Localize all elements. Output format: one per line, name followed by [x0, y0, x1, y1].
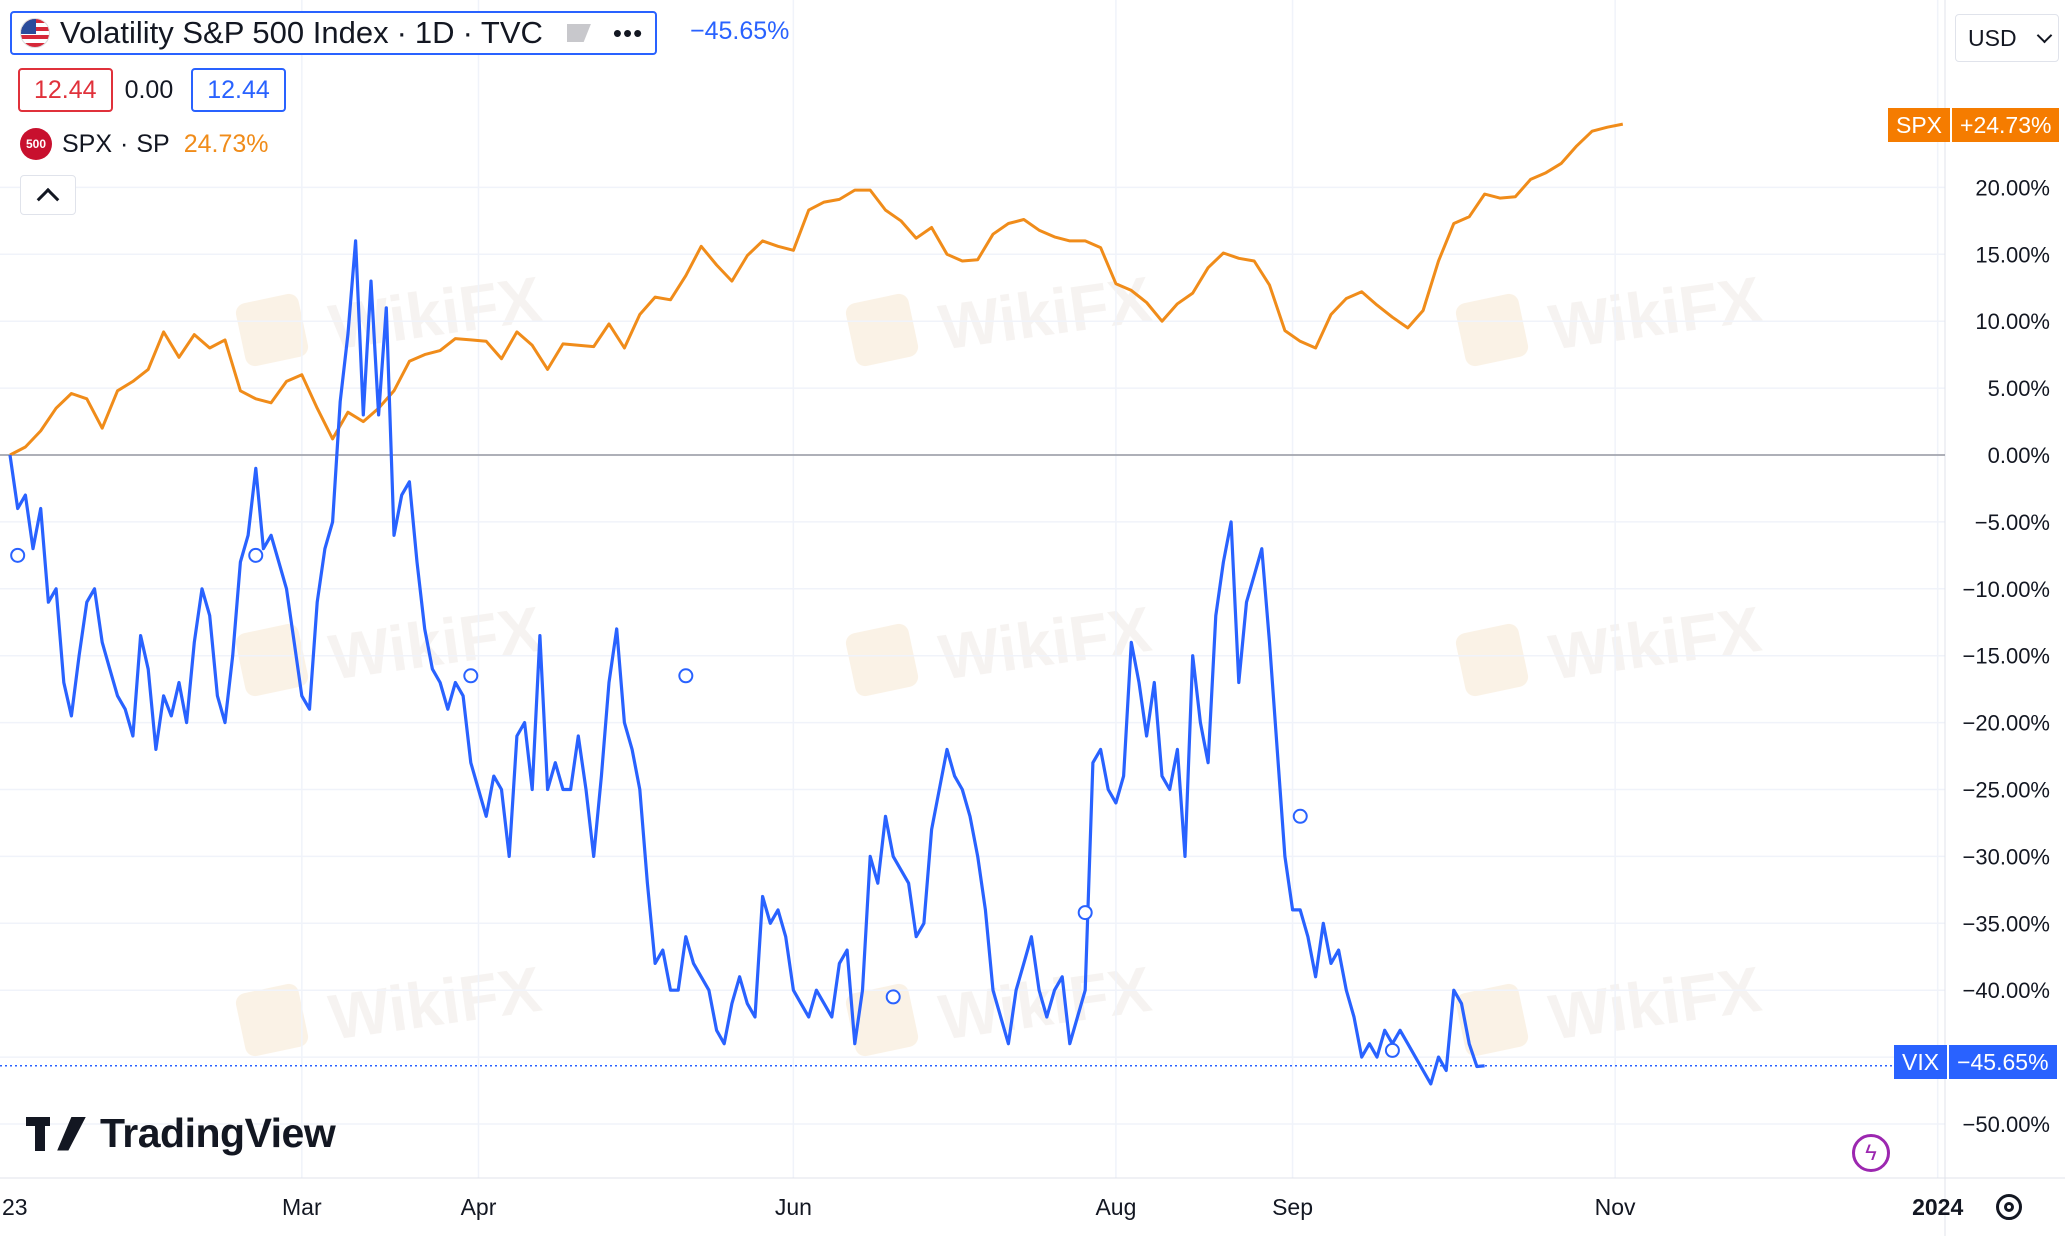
- y-tick-label: −20.00%: [1963, 711, 2050, 736]
- ohlc-values: 12.44 0.00 12.44: [18, 68, 286, 112]
- watermark: WikiFX: [1455, 263, 1766, 367]
- x-tick-label: 23: [2, 1194, 28, 1220]
- y-tick-label: −25.00%: [1963, 778, 2050, 803]
- chevron-up-icon: [36, 187, 60, 211]
- currency-label: USD: [1968, 24, 2017, 51]
- y-tick-label: −35.00%: [1963, 911, 2050, 936]
- y-tick-label: 10.00%: [1975, 309, 2050, 334]
- symbol-interval: 1D: [414, 15, 455, 50]
- bid-value[interactable]: 12.44: [18, 68, 113, 112]
- watermark: WikiFX: [235, 263, 546, 367]
- x-axis: 23 Mar Apr Jun Aug Sep Nov 2024: [2, 1194, 1963, 1220]
- y-tick-label: 5.00%: [1988, 376, 2050, 401]
- compare-symbol: SPX: [62, 129, 113, 158]
- more-options-icon[interactable]: •••: [612, 18, 644, 48]
- y-tick-label: −10.00%: [1963, 577, 2050, 602]
- watermark: WikiFX: [1455, 593, 1766, 697]
- compare-change-pct: 24.73%: [183, 129, 269, 158]
- currency-select[interactable]: USD: [1955, 14, 2059, 62]
- svg-text:WikiFX: WikiFX: [935, 263, 1156, 364]
- compare-exchange: SP: [136, 129, 170, 158]
- watermark: WikiFX: [1455, 953, 1766, 1057]
- vix-series-line[interactable]: [8, 239, 1485, 1086]
- y-tick-label: 20.00%: [1975, 175, 2050, 200]
- main-change-pct: −45.65%: [690, 17, 790, 45]
- vix-event-marker: [248, 547, 264, 563]
- svg-text:WikiFX: WikiFX: [1545, 953, 1766, 1054]
- svg-text:WikiFX: WikiFX: [935, 953, 1156, 1054]
- x-tick-label: Aug: [1095, 1194, 1136, 1220]
- ask-value[interactable]: 12.44: [191, 68, 286, 112]
- y-tick-label: −50.00%: [1963, 1112, 2050, 1137]
- compare-legend-spx[interactable]: 500 SPX · SP 24.73%: [20, 128, 269, 160]
- vix-event-marker: [1292, 808, 1308, 824]
- vix-label-value: −45.65%: [1949, 1045, 2057, 1079]
- x-tick-label: Sep: [1272, 1194, 1313, 1220]
- watermark: WikiFX: [235, 953, 546, 1057]
- svg-text:WikiFX: WikiFX: [325, 593, 546, 694]
- vix-event-marker: [1384, 1042, 1400, 1058]
- svg-text:WikiFX: WikiFX: [325, 953, 546, 1054]
- collapse-legend-button[interactable]: [20, 175, 76, 215]
- y-tick-label: −5.00%: [1975, 510, 2050, 535]
- us-flag-icon: [20, 18, 50, 48]
- symbol-title-box[interactable]: Volatility S&P 500 Index · 1D · TVC •••: [10, 11, 658, 55]
- sp500-badge-icon: 500: [20, 128, 52, 160]
- y-tick-label: −30.00%: [1963, 844, 2050, 869]
- vix-event-marker: [463, 668, 479, 684]
- symbol-exchange: TVC: [480, 15, 543, 50]
- spx-label-name: SPX: [1888, 108, 1951, 142]
- watermark: WikiFX: [235, 593, 546, 697]
- spx-series-line[interactable]: [9, 122, 1624, 457]
- x-tick-label: 2024: [1912, 1194, 1963, 1220]
- tradingview-logo-icon: [26, 1116, 86, 1151]
- watermark: WikiFX: [845, 263, 1156, 367]
- spx-label-value: +24.73%: [1952, 108, 2060, 142]
- vix-event-marker: [678, 668, 694, 684]
- vix-event-marker: [10, 547, 26, 563]
- svg-text:WikiFX: WikiFX: [1545, 263, 1766, 364]
- settings-gear-icon[interactable]: [1996, 1194, 2022, 1220]
- y-tick-label: 15.00%: [1975, 242, 2050, 267]
- vix-label-name: VIX: [1894, 1045, 1948, 1079]
- y-tick-label: −40.00%: [1963, 978, 2050, 1003]
- watermark: WikiFX: [845, 593, 1156, 697]
- x-tick-label: Apr: [461, 1194, 497, 1220]
- flag-marker-icon[interactable]: [566, 24, 591, 42]
- x-tick-label: Jun: [775, 1194, 812, 1220]
- y-axis: 20.00% 15.00% 10.00% 5.00% 0.00% −5.00% −10.00…: [1963, 175, 2050, 1137]
- y-tick-label: −15.00%: [1963, 644, 2050, 669]
- chevron-down-icon: [2036, 27, 2052, 44]
- tradingview-logo[interactable]: TradingView: [26, 1110, 336, 1157]
- svg-text:WikiFX: WikiFX: [935, 593, 1156, 694]
- vix-event-marker: [1077, 905, 1093, 921]
- watermark: WikiFX: [845, 953, 1156, 1057]
- vix-event-markers[interactable]: [10, 547, 1400, 1058]
- vix-price-label: VIX −45.65%: [1894, 1045, 2057, 1079]
- spx-price-label: SPX +24.73%: [1888, 108, 2060, 142]
- svg-text:WikiFX: WikiFX: [1545, 593, 1766, 694]
- symbol-title: Volatility S&P 500 Index: [60, 15, 389, 50]
- watermark-layer: WikiFX WikiFX WikiFX WikiFX WikiFX WikiFX Wiki…: [235, 263, 1766, 1057]
- lightning-icon[interactable]: ϟ: [1852, 1134, 1890, 1172]
- y-tick-label: 0.00%: [1988, 443, 2050, 468]
- x-tick-label: Nov: [1595, 1194, 1636, 1220]
- tradingview-logo-text: TradingView: [100, 1110, 336, 1156]
- x-tick-label: Mar: [282, 1194, 322, 1220]
- spread-value: 0.00: [124, 75, 174, 104]
- vix-event-marker: [885, 989, 901, 1005]
